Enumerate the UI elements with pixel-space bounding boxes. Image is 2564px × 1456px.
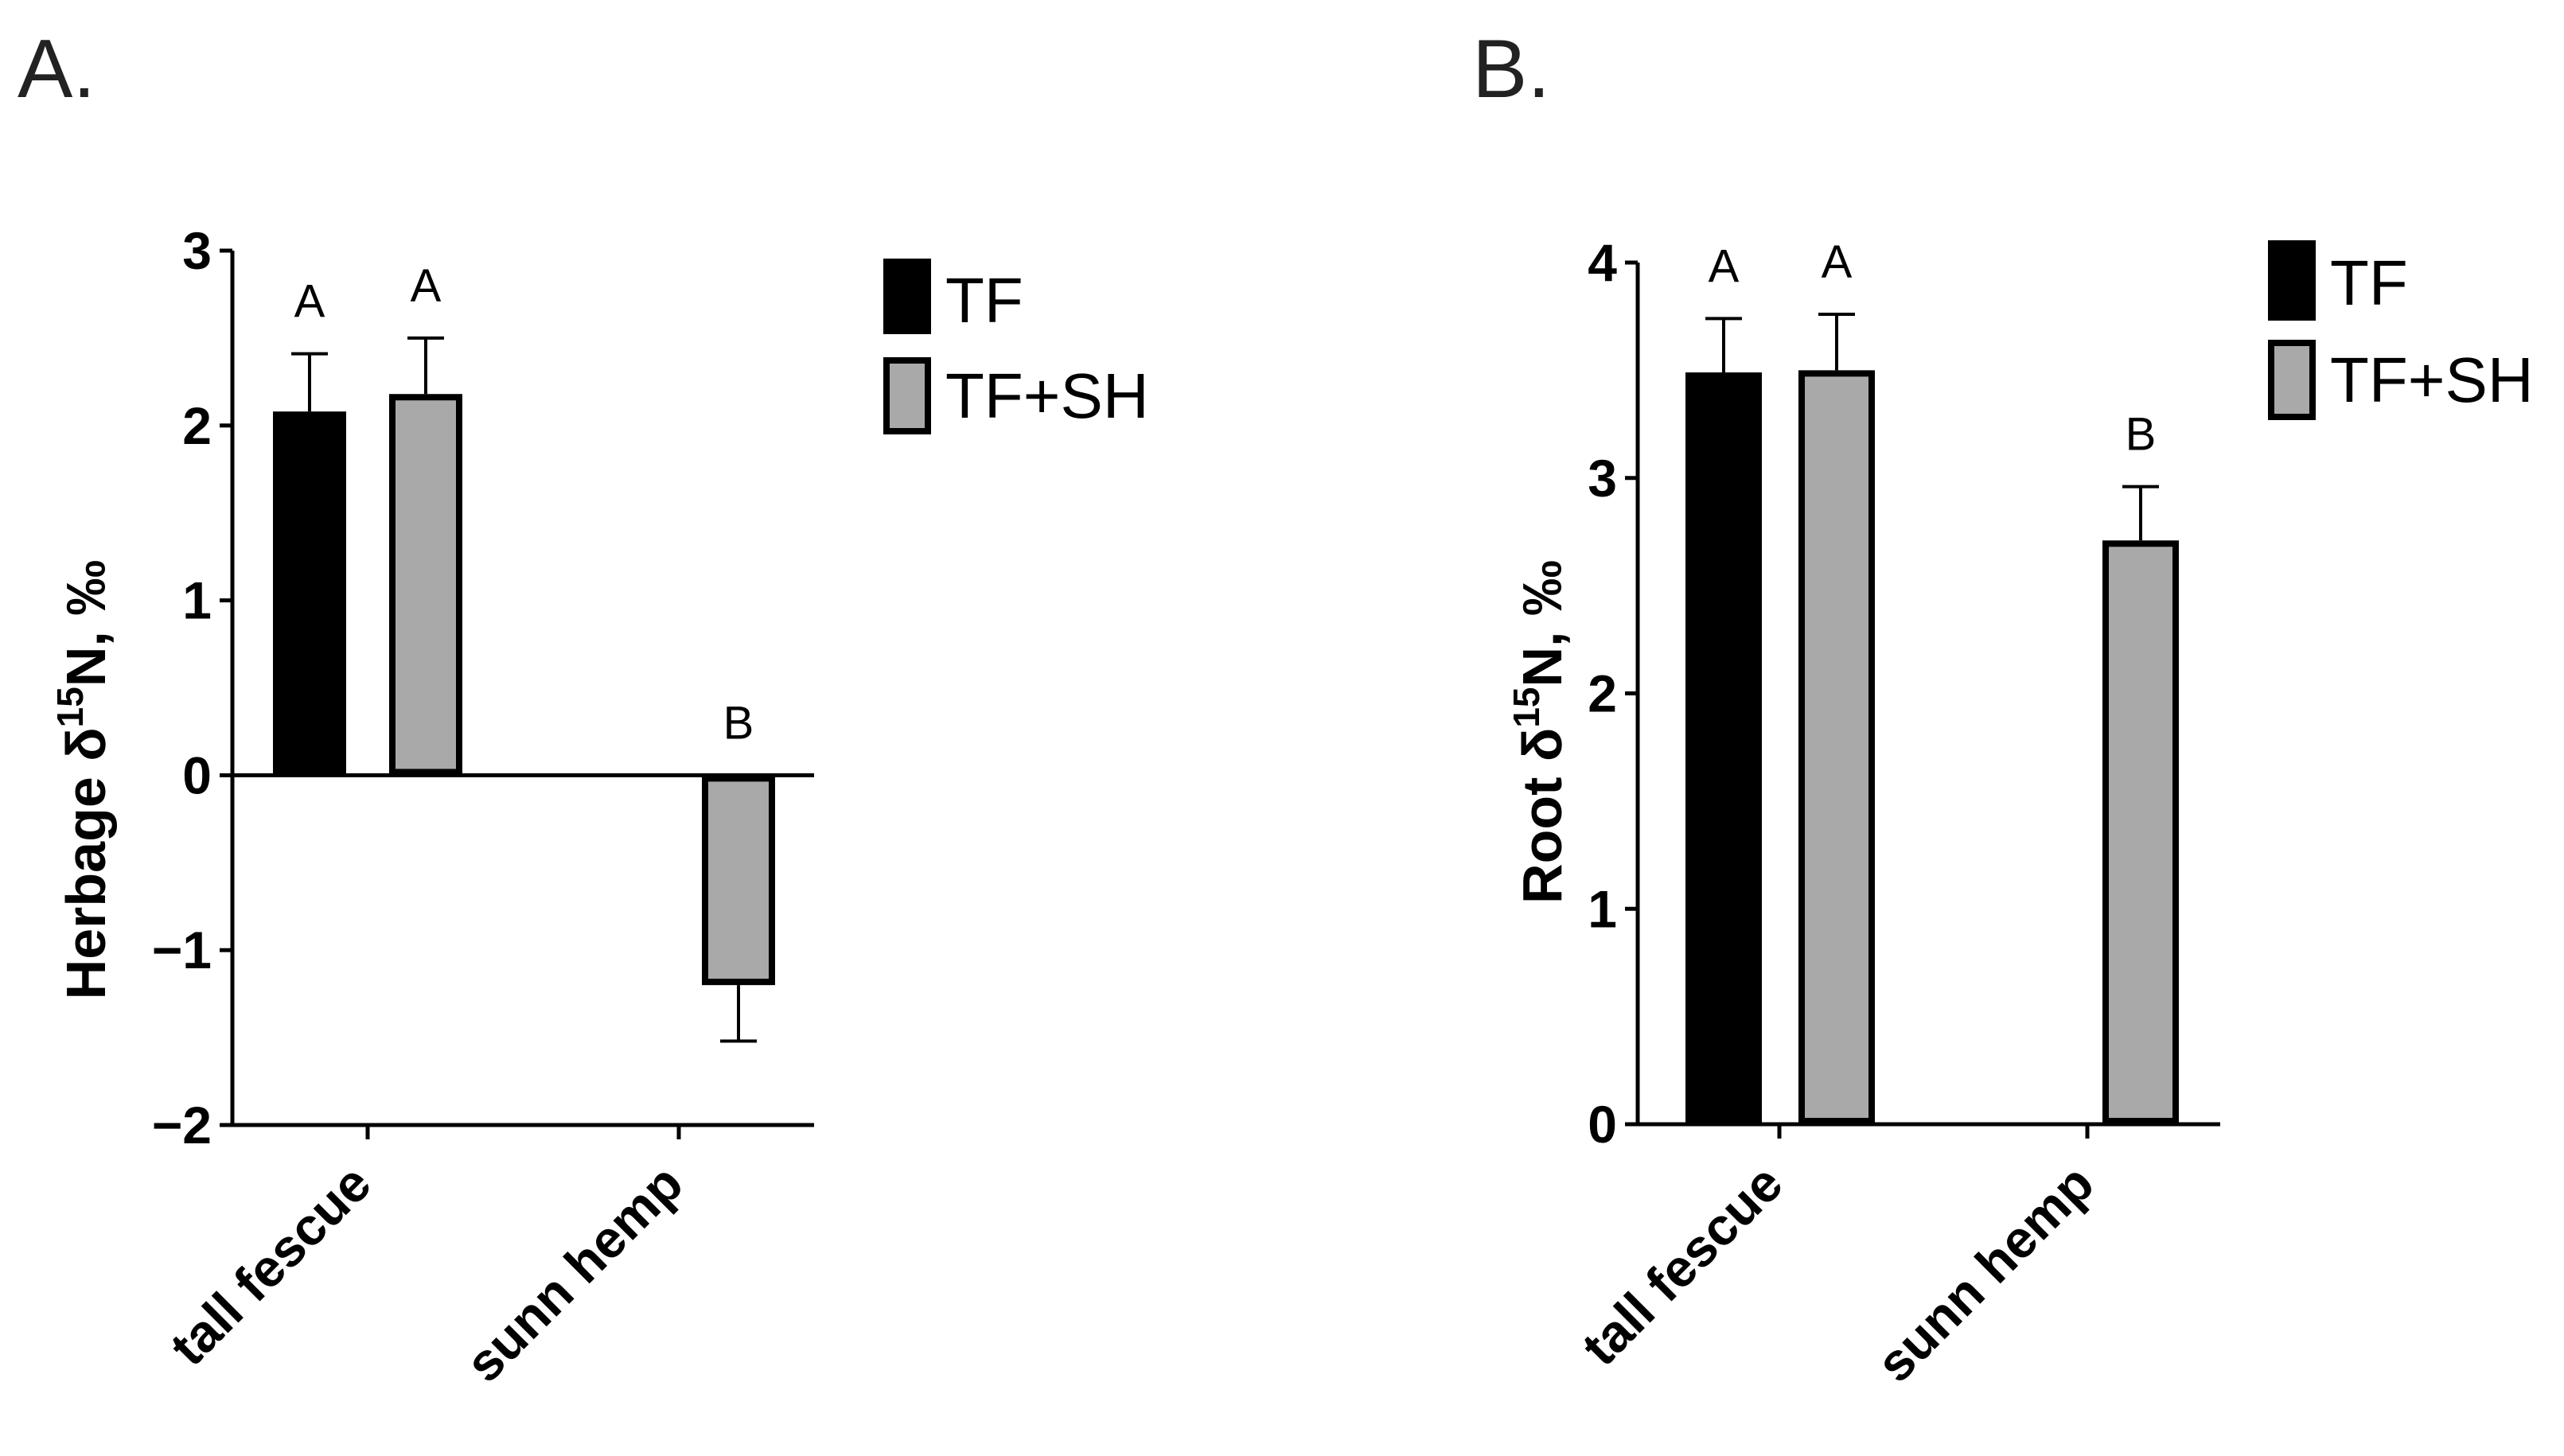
legend-swatch-tf xyxy=(2268,240,2316,321)
panel-a-y-axis-title: Herbage δ15N, ‰ xyxy=(49,560,117,1000)
panel-a-x-ticks: tall fescue sunn hemp xyxy=(158,1125,694,1393)
x-category-label: tall fescue xyxy=(158,1154,382,1377)
y-tick-label: 2 xyxy=(1588,664,1617,723)
legend-swatch-tf-sh xyxy=(2268,340,2316,420)
panel-b-legend: TF TF+SH xyxy=(2268,240,2534,420)
y-tick-label: −2 xyxy=(152,1096,212,1154)
legend-label-tf-sh: TF+SH xyxy=(2330,345,2534,415)
bar-tf-sh xyxy=(702,775,775,986)
legend-label-tf: TF xyxy=(2330,247,2408,318)
panel-b-label: B. xyxy=(1472,23,1550,115)
y-tick-label: 1 xyxy=(1588,879,1617,938)
y-tick-label: 3 xyxy=(1588,449,1617,508)
bar-tf-sh xyxy=(389,394,462,776)
legend-label-tf-sh: TF+SH xyxy=(945,360,1149,431)
y-tick-label: 2 xyxy=(182,396,212,455)
panel-b-significance-letters: A A B xyxy=(1709,236,2157,461)
x-category-label: sunn hemp xyxy=(454,1154,694,1393)
y-tick-label: 1 xyxy=(182,571,212,630)
panel-a-label: A. xyxy=(18,23,95,115)
legend-label-tf: TF xyxy=(945,265,1023,336)
y-tick-label: −1 xyxy=(152,921,212,979)
y-tick-label: 0 xyxy=(1588,1095,1617,1154)
panel-b: B. Root δ15N, ‰ 4 3 2 1 0 A A B tall fescue sun… xyxy=(1472,23,2534,1393)
panel-b-y-axis-title: Root δ15N, ‰ xyxy=(1506,560,1573,904)
panel-b-error-bars xyxy=(1705,312,2159,541)
significance-letter: B xyxy=(2126,409,2157,461)
significance-letter: B xyxy=(723,697,754,749)
y-tick-label: 0 xyxy=(182,746,212,804)
bar-tf xyxy=(1685,372,1762,1124)
panel-a-error-bars xyxy=(291,336,757,1043)
bar-tf-sh xyxy=(1798,370,1875,1124)
significance-letter: A xyxy=(294,276,325,328)
y-tick-label: 4 xyxy=(1588,233,1617,292)
bar-tf-sh xyxy=(2102,540,2179,1124)
y-tick-label: 3 xyxy=(182,221,212,280)
significance-letter: A xyxy=(411,260,442,312)
significance-letter: A xyxy=(1709,240,1740,292)
panel-a-legend: TF TF+SH xyxy=(883,259,1149,434)
significance-letter: A xyxy=(1822,236,1853,288)
legend-swatch-tf-sh xyxy=(883,357,931,434)
panel-b-bars xyxy=(1685,370,2179,1124)
x-category-label: sunn hemp xyxy=(1865,1154,2105,1393)
panel-a: A. Herbage δ15N, ‰ 3 2 1 0 −1 −2 A A B tall fes… xyxy=(18,23,1149,1393)
panel-a-y-ticks: 3 2 1 0 −1 −2 xyxy=(152,221,232,1154)
panel-a-bars xyxy=(273,394,775,986)
x-category-label: tall fescue xyxy=(1570,1154,1794,1377)
panel-b-x-ticks: tall fescue sunn hemp xyxy=(1570,1124,2105,1393)
bar-tf xyxy=(273,411,346,776)
panel-b-y-ticks: 4 3 2 1 0 xyxy=(1588,233,1638,1154)
legend-swatch-tf xyxy=(883,259,931,334)
panel-a-significance-letters: A A B xyxy=(294,260,754,749)
